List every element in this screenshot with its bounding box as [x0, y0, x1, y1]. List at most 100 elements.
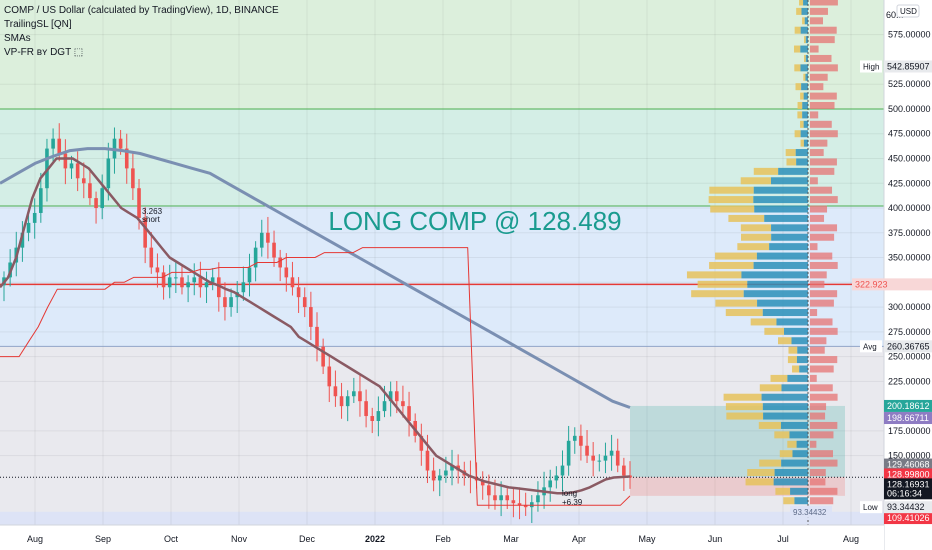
candle-body-86 — [530, 502, 534, 508]
candle-body-41 — [253, 247, 258, 268]
price-label-bg-1 — [852, 278, 932, 291]
vp-bar-up-23 — [691, 290, 744, 298]
candle-body-72 — [444, 470, 448, 476]
vp-bar-down-34 — [753, 186, 808, 194]
vp-bar-delta-19 — [810, 327, 838, 335]
vp-bar-down-4 — [774, 469, 808, 476]
vp-bar-up-19 — [764, 327, 784, 335]
time-tick-11: Jul — [777, 534, 789, 544]
annotation-long-comp: LONG COMP @ 128.489 — [328, 206, 621, 236]
vp-bar-up-22 — [715, 299, 758, 307]
candle-body-51 — [315, 326, 319, 347]
vp-bar-up-18 — [778, 337, 792, 345]
vp-bar-down-13 — [781, 384, 808, 392]
candle-body-90 — [554, 475, 559, 481]
vp-bar-up-51 — [794, 26, 801, 34]
signal-short: short — [142, 215, 161, 224]
vp-bar-down-47 — [800, 64, 808, 72]
vp-bar-delta-2 — [810, 487, 838, 495]
vp-bar-down-54 — [803, 0, 808, 6]
candle-body-68 — [419, 435, 424, 451]
candle-body-33 — [204, 282, 209, 288]
candle-body-12 — [75, 163, 80, 179]
vp-bar-delta-7 — [810, 440, 817, 448]
price-tick-12: 250.00000 — [888, 352, 931, 362]
candle-body-20 — [124, 148, 129, 169]
candle-body-6 — [39, 188, 43, 213]
vp-bar-delta-49 — [810, 45, 819, 53]
vp-bar-delta-53 — [810, 7, 828, 15]
candle-body-37 — [229, 297, 233, 308]
vp-bar-up-13 — [759, 384, 782, 392]
candle-body-19 — [118, 138, 123, 149]
vp-bar-down-38 — [795, 149, 808, 157]
vp-bar-down-46 — [805, 73, 808, 81]
vp-bar-delta-31 — [810, 214, 825, 222]
vp-bar-down-9 — [780, 421, 808, 429]
vp-bar-down-35 — [770, 177, 808, 185]
candle-body-91 — [560, 465, 565, 476]
vp-bar-down-16 — [796, 356, 808, 364]
vp-bar-delta-43 — [810, 101, 835, 109]
vp-bar-up-41 — [800, 120, 804, 128]
indicator-trailingsl[interactable]: TrailingSL [QN] — [4, 19, 72, 30]
vp-bar-up-16 — [787, 356, 797, 364]
candle-body-5 — [32, 212, 37, 223]
price-label-bg-11 — [884, 501, 932, 514]
vp-bar-down-20 — [776, 318, 808, 326]
vp-bar-up-54 — [799, 0, 804, 6]
candle-body-25 — [155, 267, 160, 273]
candle-body-39 — [241, 282, 246, 293]
candle-body-60 — [370, 416, 375, 421]
price-axis-bg — [884, 0, 932, 550]
candle-body-102 — [628, 475, 632, 478]
candle-body-83 — [511, 500, 516, 504]
vp-bar-down-31 — [764, 214, 808, 222]
signal-long-value: +6.39 — [562, 498, 583, 507]
vp-bar-up-52 — [802, 17, 805, 25]
vp-bar-delta-8 — [810, 431, 834, 439]
vp-bar-delta-44 — [810, 92, 837, 100]
vp-bar-up-14 — [770, 374, 788, 382]
vp-bar-up-29 — [741, 233, 772, 241]
vp-bar-delta-30 — [810, 224, 838, 232]
candle-body-73 — [450, 465, 454, 471]
vp-bar-up-10 — [726, 412, 764, 420]
vp-bar-up-6 — [779, 450, 793, 458]
vp-bar-down-30 — [771, 224, 808, 232]
vp-bar-up-46 — [803, 73, 806, 81]
price-tick-0: 575.00000 — [888, 30, 931, 40]
vp-bar-delta-50 — [810, 36, 835, 44]
vp-bar-down-15 — [799, 365, 808, 373]
candle-body-9 — [57, 138, 62, 154]
candle-body-61 — [376, 411, 381, 421]
currency-label: USD — [900, 7, 917, 16]
candle-body-57 — [352, 391, 356, 397]
time-tick-10: Jun — [708, 534, 723, 544]
vp-bar-down-2 — [790, 487, 808, 495]
candle-body-15 — [94, 198, 98, 209]
vp-bar-down-48 — [805, 54, 808, 62]
vp-bar-down-53 — [801, 7, 808, 15]
vp-bar-delta-48 — [810, 54, 832, 62]
indicator-smas[interactable]: SMAs — [4, 33, 31, 44]
candle-body-78 — [480, 480, 485, 486]
vp-bar-down-17 — [797, 346, 808, 354]
vp-bar-up-50 — [804, 36, 806, 44]
price-tick-13: 225.00000 — [888, 376, 931, 386]
price-tick-10: 300.00000 — [888, 302, 931, 312]
indicator-vpfr[interactable]: VP-FR ʙʏ DGT ⬚ — [4, 47, 84, 58]
symbol-line[interactable]: COMP / US Dollar (calculated by TradingV… — [4, 5, 279, 16]
time-tick-1: Sep — [95, 534, 111, 544]
price-label-bg-6 — [884, 468, 932, 481]
vp-bar-down-24 — [747, 280, 808, 288]
vp-bar-down-21 — [762, 309, 808, 317]
vp-bar-up-34 — [709, 186, 754, 194]
vp-bar-delta-41 — [810, 120, 832, 128]
vp-bar-delta-15 — [810, 365, 834, 373]
vp-bar-up-12 — [723, 393, 762, 401]
candle-body-53 — [327, 366, 332, 387]
candle-body-16 — [100, 188, 104, 209]
